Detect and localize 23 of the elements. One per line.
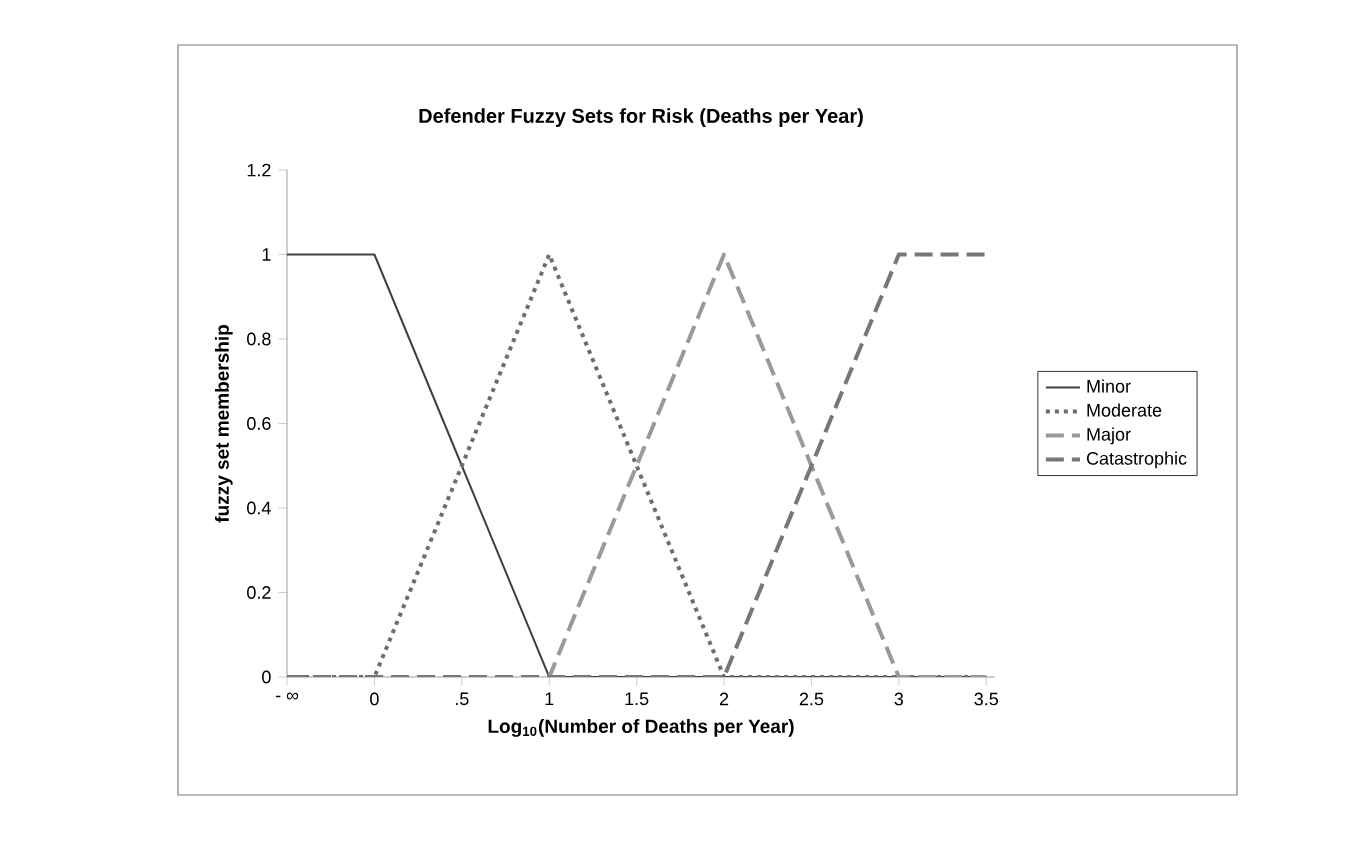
y-axis-title: fuzzy set membership <box>214 325 233 523</box>
y-tick-label: 1.2 <box>247 163 271 177</box>
x-tick-label: 1.5 <box>625 692 649 706</box>
y-tick-label: 1 <box>262 248 271 261</box>
y-tick-label: 0.2 <box>247 586 271 599</box>
legend-label: Catastrophic <box>1086 451 1187 469</box>
x-tick-label: 0 <box>370 692 379 706</box>
y-tick-label: 0.4 <box>247 501 271 515</box>
x-tick-label: - ∞ <box>275 692 299 700</box>
x-tick-label: .5 <box>455 692 469 706</box>
x-tick-label: 2 <box>719 692 729 706</box>
y-tick-label: 0 <box>262 670 271 684</box>
x-tick-label: 3 <box>894 692 904 706</box>
legend-label: Moderate <box>1087 403 1162 417</box>
x-tick-label: 3.5 <box>974 692 999 706</box>
chart-title: Defender Fuzzy Sets for Risk (Deaths per Year) <box>419 108 863 127</box>
y-tick-label: 0.8 <box>247 332 271 346</box>
legend-label: Minor <box>1087 379 1131 393</box>
x-tick-label: 1 <box>545 692 554 705</box>
y-tick-label: 0.6 <box>247 417 271 430</box>
x-axis-title: Log$_{10}$(Number of Deaths per Year) <box>488 719 794 737</box>
legend-label: Major <box>1087 427 1131 445</box>
x-tick-label: 2.5 <box>799 692 824 706</box>
